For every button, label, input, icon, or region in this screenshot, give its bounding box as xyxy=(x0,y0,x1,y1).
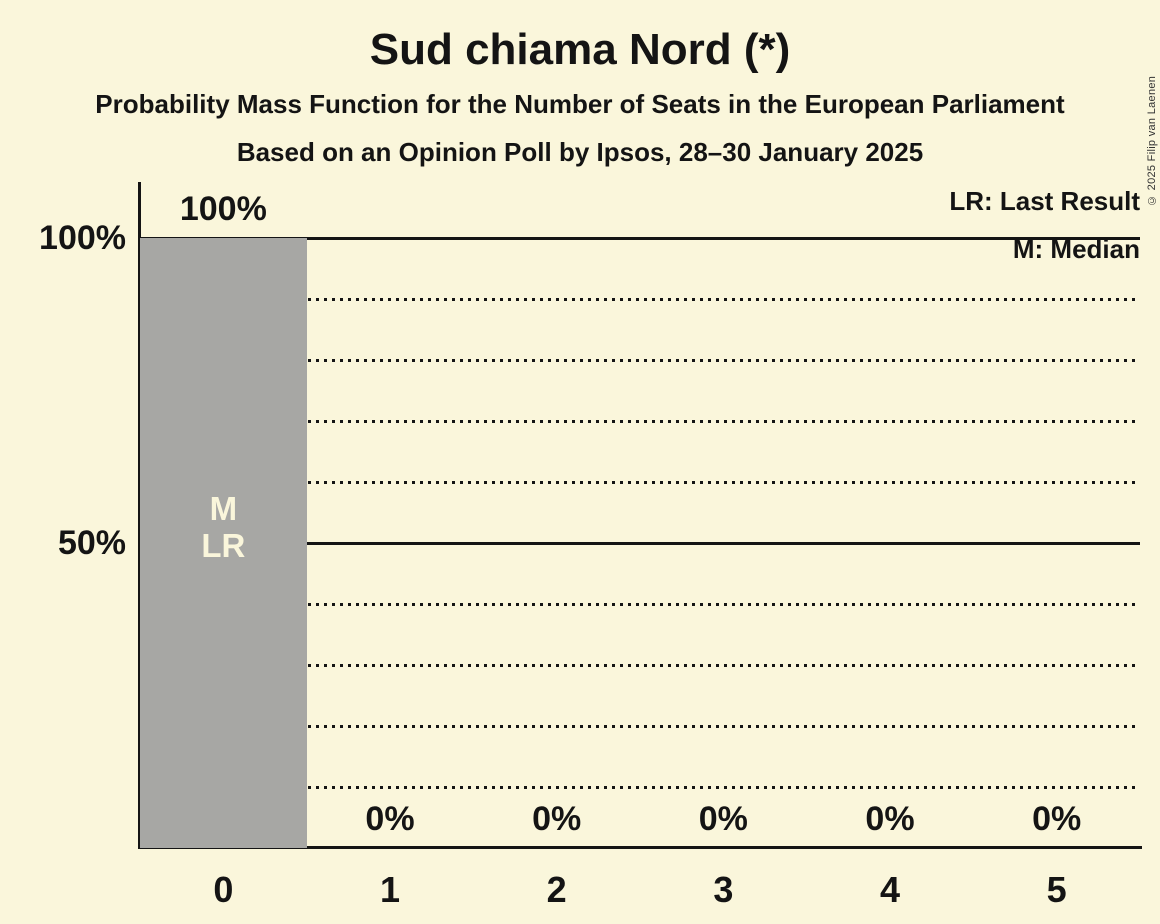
y-axis-tick-50: 50% xyxy=(57,524,126,562)
legend-last-result: LR: Last Result xyxy=(949,186,1140,216)
chart-subtitle: Probability Mass Function for the Number… xyxy=(95,89,1065,119)
bar xyxy=(140,238,307,848)
bar-value-label: 0% xyxy=(532,800,582,838)
gridline-minor xyxy=(140,603,1140,606)
x-axis-tick-label: 0 xyxy=(213,869,234,910)
gridline-major xyxy=(140,237,1140,240)
x-axis-tick-label: 5 xyxy=(1046,869,1067,910)
bar-value-label: 0% xyxy=(865,800,915,838)
gridline-minor xyxy=(140,725,1140,728)
bar-value-label: 100% xyxy=(179,190,267,228)
gridline-minor xyxy=(140,359,1140,362)
x-axis-tick-label: 2 xyxy=(546,869,567,910)
gridline-minor xyxy=(140,481,1140,484)
x-axis-tick-label: 4 xyxy=(879,869,900,910)
chart-source-line: Based on an Opinion Poll by Ipsos, 28–30… xyxy=(236,137,924,167)
bar-annotation-median-lastresult: M LR xyxy=(201,490,246,564)
gridline-minor xyxy=(140,298,1140,301)
bar-value-label: 0% xyxy=(1032,800,1082,838)
x-axis-line xyxy=(138,846,1142,849)
gridline-major xyxy=(140,542,1140,545)
gridline-minor xyxy=(140,420,1140,423)
y-axis-line xyxy=(138,182,141,848)
gridline-minor xyxy=(140,786,1140,789)
x-axis-tick-label: 3 xyxy=(713,869,734,910)
bar-value-label: 0% xyxy=(698,800,748,838)
y-axis-tick-100: 100% xyxy=(39,219,126,257)
bar-value-label: 0% xyxy=(365,800,415,838)
chart-title: Sud chiama Nord (*) xyxy=(369,25,791,74)
x-axis-tick-label: 1 xyxy=(379,869,400,910)
gridline-minor xyxy=(140,664,1140,667)
